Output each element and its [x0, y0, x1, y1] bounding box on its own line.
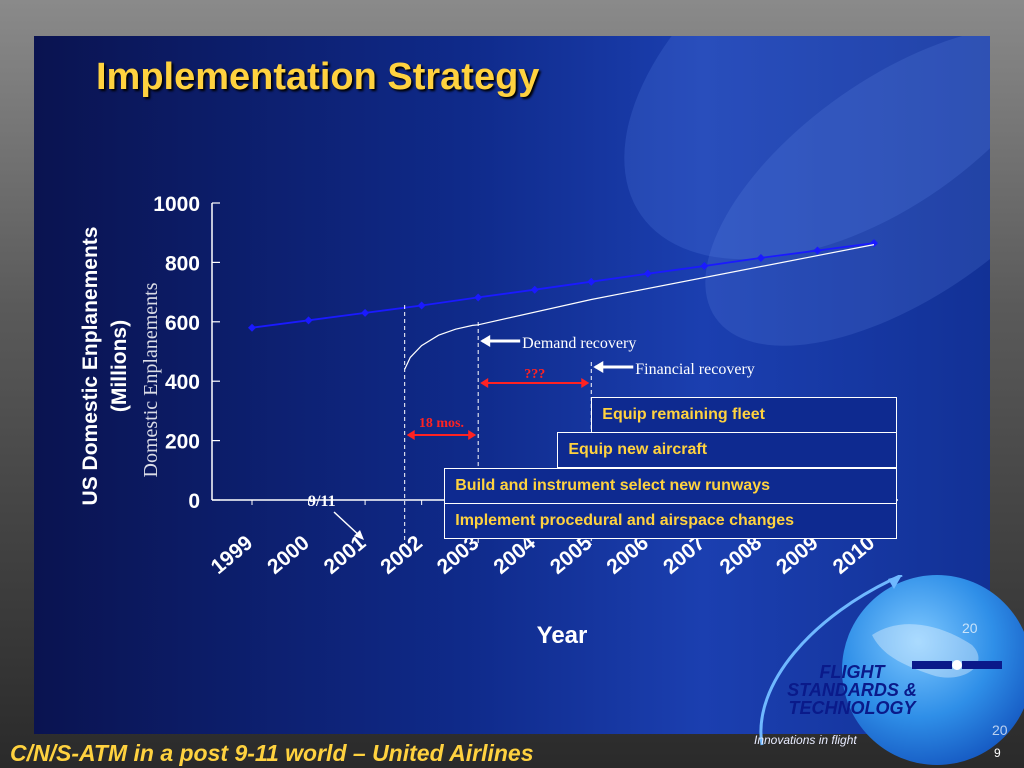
- page-title: Implementation Strategy: [96, 56, 540, 98]
- y-tick-label: 400: [165, 371, 200, 394]
- flight-standards-logo: 20 20 FLIGHT STANDARDS & TECHNOLOGY Inno…: [752, 575, 1024, 765]
- data-point: [530, 285, 539, 294]
- financial-recovery-label: Financial recovery: [635, 361, 755, 378]
- logo-orbit-icon: [759, 575, 903, 746]
- arrow-head-icon: [581, 378, 590, 388]
- implementation-bar: Implement procedural and airspace change…: [444, 503, 897, 539]
- logo-line-3: TECHNOLOGY: [788, 698, 916, 718]
- y-tick-label: 800: [165, 252, 200, 275]
- globe-mark: 20: [962, 620, 978, 636]
- logo-tagline: Innovations in flight: [754, 733, 857, 747]
- implementation-bar: Equip new aircraft: [557, 432, 897, 468]
- enplanements-line: [251, 242, 875, 329]
- data-point: [700, 261, 709, 270]
- data-point: [756, 253, 765, 262]
- y-tick-label: 0: [188, 490, 200, 513]
- x-tick-label: 1999: [207, 531, 258, 579]
- page-number: 9: [994, 746, 1001, 760]
- data-point: [248, 323, 256, 332]
- arrow-head-icon: [406, 430, 415, 440]
- y-tick-label: 600: [165, 312, 200, 335]
- y-axis-title: US Domestic Enplanements: [79, 227, 102, 506]
- implementation-bar: Equip remaining fleet: [591, 397, 897, 433]
- arrow-head-icon: [480, 335, 491, 347]
- eighteen-months-label: 18 mos.: [419, 416, 464, 431]
- logo-line-1: FLIGHT: [819, 662, 885, 682]
- x-tick-label: 2000: [263, 531, 314, 579]
- data-point: [474, 293, 483, 302]
- data-point: [587, 277, 596, 286]
- recovery-curve: [404, 244, 875, 370]
- data-point: [304, 316, 313, 325]
- arrow-head-icon: [593, 361, 604, 373]
- demand-recovery-label: Demand recovery: [522, 335, 636, 352]
- globe-icon: 20 20: [842, 575, 1024, 765]
- globe-mark: 20: [992, 722, 1008, 738]
- arrow-head-icon: [468, 430, 477, 440]
- data-point: [813, 246, 822, 255]
- x-axis-title: Year: [537, 622, 588, 649]
- unknown-duration-label: ???: [524, 367, 545, 382]
- sept11-label: 9/11: [308, 493, 336, 510]
- footer-text: C/N/S-ATM in a post 9-11 world – United …: [10, 740, 534, 766]
- arrow-head-icon: [354, 530, 364, 540]
- logo-text: FLIGHT STANDARDS & TECHNOLOGY: [752, 663, 952, 717]
- y-tick-label: 200: [165, 431, 200, 454]
- y-axis-overlay-label: Domestic Enplanements: [140, 282, 162, 477]
- logo-line-2: STANDARDS &: [787, 680, 917, 700]
- data-point: [870, 239, 878, 248]
- arrow-head-icon: [480, 378, 489, 388]
- y-axis-title-unit: (Millions): [108, 320, 131, 412]
- data-point: [361, 308, 370, 317]
- data-point: [643, 269, 652, 278]
- implementation-bar: Build and instrument select new runways: [444, 468, 897, 504]
- data-point: [417, 301, 426, 310]
- x-tick-label: 2002: [376, 531, 427, 579]
- y-tick-label: 1000: [153, 193, 200, 216]
